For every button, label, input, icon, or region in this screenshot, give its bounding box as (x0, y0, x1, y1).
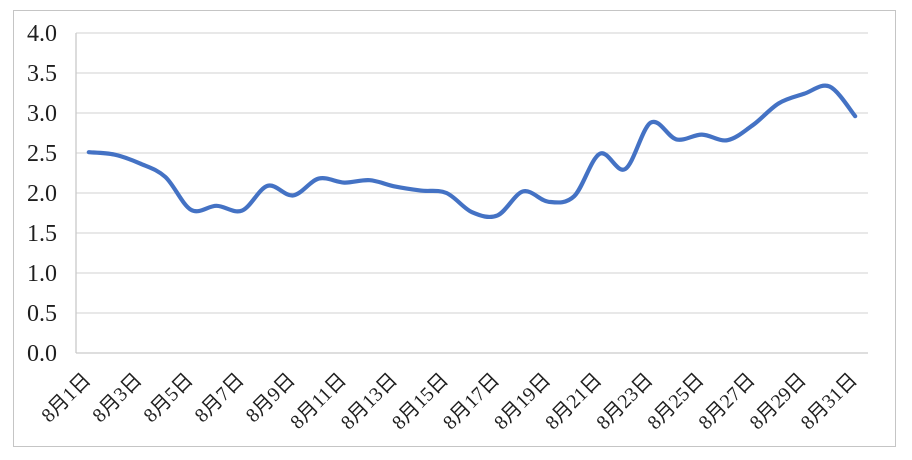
y-tick-label: 0.0 (27, 341, 57, 367)
chart-frame (13, 10, 896, 447)
x-tick-label: 8月7日 (191, 369, 249, 427)
y-tick-label: 4.0 (27, 21, 57, 47)
x-tick-label: 8月3日 (88, 369, 146, 427)
y-tick-label: 2.0 (27, 181, 57, 207)
x-tick-label: 8月5日 (140, 369, 198, 427)
x-tick-label: 8月17日 (439, 369, 504, 434)
y-tick-label: 3.5 (27, 61, 57, 87)
y-tick-label: 1.5 (27, 221, 57, 247)
x-tick-label: 8月31日 (797, 369, 862, 434)
x-tick-label: 8月21日 (541, 369, 606, 434)
y-tick-label: 2.5 (27, 141, 57, 167)
x-tick-label: 8月19日 (490, 369, 555, 434)
x-tick-label: 8月27日 (695, 369, 760, 434)
x-tick-label: 8月29日 (746, 369, 811, 434)
series-line (86, 83, 858, 220)
x-tick-label: 8月15日 (388, 369, 453, 434)
x-tick-label: 8月25日 (643, 369, 708, 434)
x-tick-label: 8月1日 (37, 369, 95, 427)
y-tick-label: 3.0 (27, 101, 57, 127)
x-tick-label: 8月13日 (337, 369, 402, 434)
y-tick-label: 1.0 (27, 261, 57, 287)
y-tick-label: 0.5 (27, 301, 57, 327)
x-tick-label: 8月23日 (592, 369, 657, 434)
